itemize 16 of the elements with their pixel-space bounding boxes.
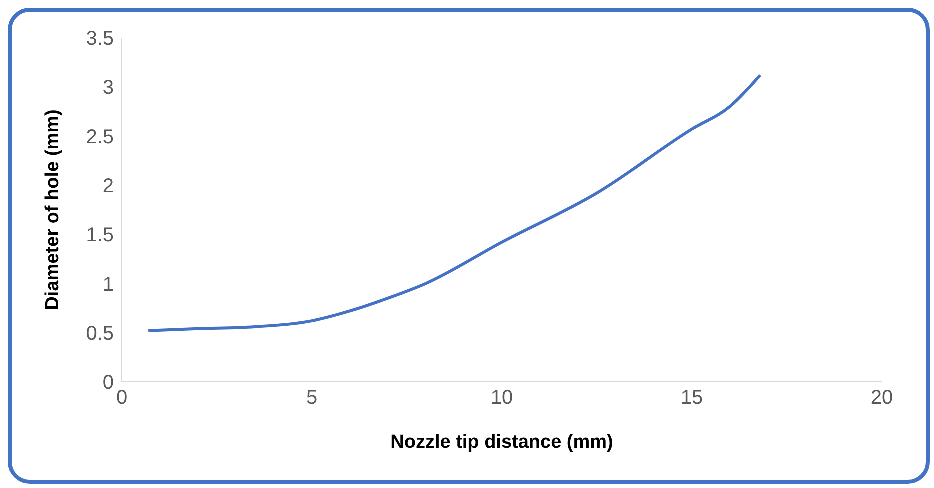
x-tick-label: 10 xyxy=(490,387,514,410)
line-series xyxy=(147,74,762,332)
y-tick-label: 0 xyxy=(102,372,114,394)
y-tick-label: 2.5 xyxy=(86,126,114,148)
y-axis-title: Diameter of hole (mm) xyxy=(42,110,64,310)
x-tick-label: 15 xyxy=(680,387,704,410)
y-tick-label: 2 xyxy=(102,176,114,198)
x-tick-label: 5 xyxy=(306,387,318,410)
y-tick-label: 1.5 xyxy=(86,224,114,247)
x-tick-label: 20 xyxy=(870,387,894,410)
y-tick-label: 3 xyxy=(102,77,114,100)
y-tick-label: 0.5 xyxy=(86,322,114,345)
y-tick-label: 1 xyxy=(102,274,114,296)
x-axis-title: Nozzle tip distance (mm) xyxy=(390,432,614,453)
y-tick-label: 3.5 xyxy=(86,28,114,50)
rounded-frame: 0 5 10 15 20 Nozzle tip distance (mm) 0 0.5 1 1.5 2 2.5 3 3.5 Diameter of hole (mm) xyxy=(8,8,930,484)
